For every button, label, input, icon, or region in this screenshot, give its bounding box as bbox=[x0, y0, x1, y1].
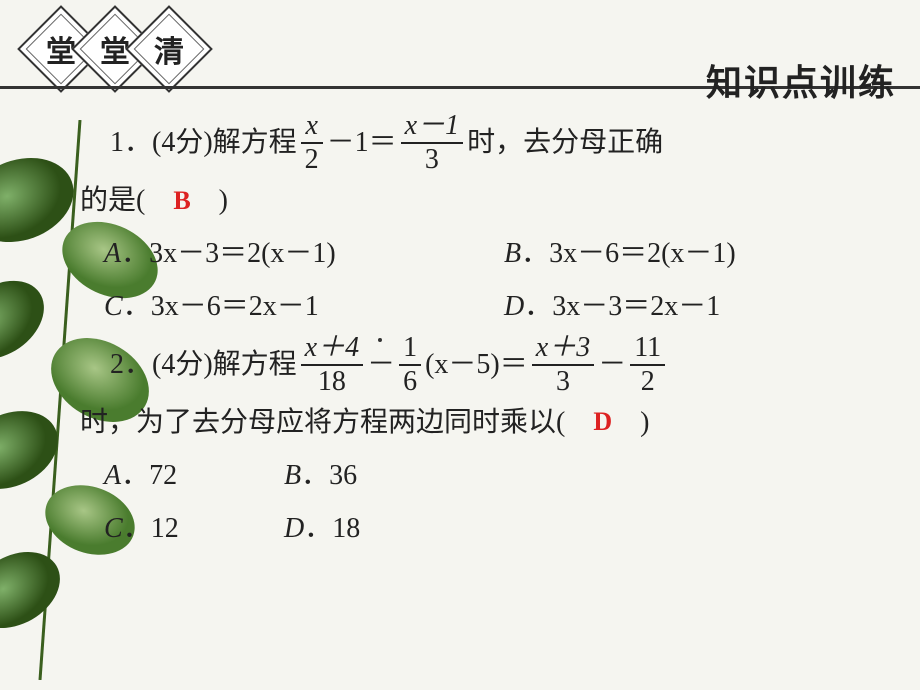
q2-optC: C．12 bbox=[104, 502, 284, 555]
q2-m2: (x－5)＝ bbox=[425, 338, 528, 391]
q2-options-row1: A．72 B．36 bbox=[104, 449, 860, 502]
q2-f4: 11 2 bbox=[630, 334, 665, 396]
q2-prefix: 2．(4分)解方程 bbox=[110, 338, 297, 391]
q2-line2-suffix: ) bbox=[612, 396, 649, 449]
q2-line2: 时，为了去分母应将方程两边同时乘以( D ) bbox=[80, 396, 860, 449]
q1-line2-prefix: 的是( bbox=[80, 174, 173, 227]
diamond-3: 清 bbox=[125, 5, 213, 93]
title-diamonds: 堂 堂 清 bbox=[30, 18, 192, 80]
q1-suffix: 时，去分母正确 bbox=[467, 116, 663, 169]
q1-optC: C．3x－6＝2x－1 bbox=[104, 280, 504, 333]
q1-answer: B bbox=[173, 176, 190, 225]
q2-optB: B．36 bbox=[284, 449, 464, 502]
q2-line2-prefix: 时，为了去分母应将方程两边同时乘以( bbox=[80, 396, 593, 449]
content: 1．(4分)解方程 x 2 －1＝ x－1 3 时，去分母正确 的是( B ) … bbox=[0, 100, 920, 555]
q2-m1: － bbox=[367, 338, 395, 391]
header: 堂 堂 清 知识点训练 bbox=[0, 0, 920, 100]
q1-optA: A．3x－3＝2(x－1) bbox=[104, 227, 504, 280]
q1-optB: B．3x－6＝2(x－1) bbox=[504, 227, 844, 280]
q2-f2: 1 6 bbox=[399, 334, 421, 396]
q1-optD: D．3x－3＝2x－1 bbox=[504, 280, 844, 333]
q1-prefix: 1．(4分)解方程 bbox=[110, 116, 297, 169]
q1-line1: 1．(4分)解方程 x 2 －1＝ x－1 3 时，去分母正确 bbox=[110, 112, 860, 174]
q2-optD: D．18 bbox=[284, 502, 464, 555]
q1-line2: 的是( B ) bbox=[80, 174, 860, 227]
q2-options-row2: C．12 D．18 bbox=[104, 502, 860, 555]
q1-frac2: x－1 3 bbox=[401, 112, 463, 174]
q1-mid1: －1＝ bbox=[327, 116, 397, 169]
diamond-char-3: 清 bbox=[154, 27, 184, 71]
q1-line2-suffix: ) bbox=[191, 174, 228, 227]
center-dot bbox=[378, 338, 382, 342]
q2-line1: 2．(4分)解方程 x＋4 18 － 1 6 (x－5)＝ x＋3 3 － 11… bbox=[110, 334, 860, 396]
subtitle: 知识点训练 bbox=[706, 54, 896, 106]
q1-options-row1: A．3x－3＝2(x－1) B．3x－6＝2(x－1) bbox=[104, 227, 860, 280]
q1-options-row2: C．3x－6＝2x－1 D．3x－3＝2x－1 bbox=[104, 280, 860, 333]
q2-f3: x＋3 3 bbox=[532, 334, 594, 396]
q2-f1: x＋4 18 bbox=[301, 334, 363, 396]
q1-frac1: x 2 bbox=[301, 112, 323, 174]
q2-answer: D bbox=[593, 397, 612, 446]
q2-optA: A．72 bbox=[104, 449, 284, 502]
q2-m3: － bbox=[598, 338, 626, 391]
